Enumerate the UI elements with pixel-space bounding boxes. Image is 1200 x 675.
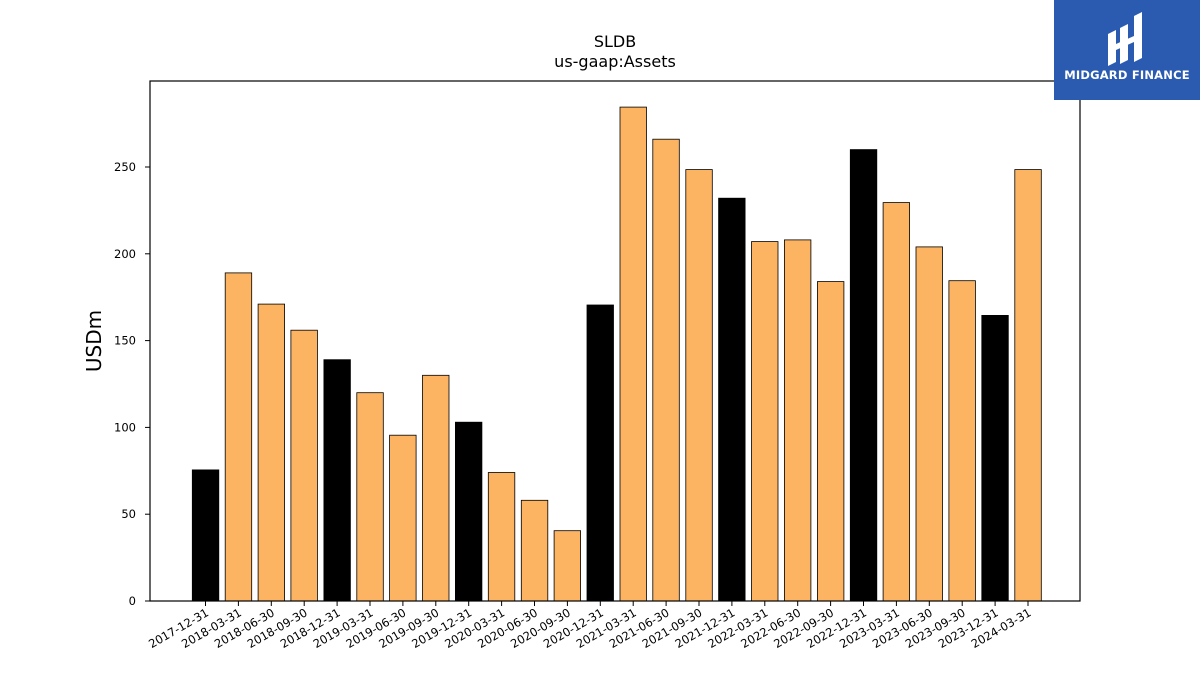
logo-mark-icon — [1054, 0, 1200, 100]
chart-title: SLDB — [593, 32, 637, 51]
y-tick-label: 50 — [121, 507, 136, 521]
bar-2020-06-30 — [520, 499, 549, 602]
y-axis-label: USDm — [82, 310, 106, 372]
bar-2022-03-31 — [751, 241, 779, 602]
bar-2017-12-31 — [191, 469, 220, 602]
y-axis: 0 50 100 150 200 250 — [114, 160, 150, 608]
bar-2023-03-31 — [882, 202, 910, 602]
bar-2018-12-31 — [323, 359, 351, 602]
bar-2019-03-31 — [356, 392, 384, 602]
bar-2018-09-30 — [290, 329, 318, 602]
bar-2020-12-31 — [586, 304, 614, 602]
x-axis: 2017-12-312018-03-312018-06-302018-09-30… — [146, 601, 1034, 651]
plot-frame — [149, 80, 1081, 602]
bar-2023-12-31 — [981, 314, 1009, 602]
y-tick-label: 0 — [129, 594, 136, 608]
bar-2023-06-30 — [915, 246, 943, 602]
bar-2021-06-30 — [652, 138, 680, 602]
y-tick-label: 250 — [114, 160, 136, 174]
bar-2020-09-30 — [553, 530, 581, 602]
bar-2022-06-30 — [784, 239, 812, 602]
bar-2019-12-31 — [454, 421, 483, 602]
bar-2021-03-31 — [619, 106, 647, 602]
bars-group — [191, 106, 1042, 602]
chart-subtitle: us-gaap:Assets — [554, 52, 676, 71]
bar-2019-06-30 — [389, 434, 417, 602]
y-tick-label: 150 — [114, 334, 136, 348]
y-tick-label: 200 — [114, 247, 136, 261]
logo-text: MIDGARD FINANCE — [1064, 68, 1190, 82]
bar-2024-03-31 — [1014, 169, 1042, 602]
bar-2018-06-30 — [257, 303, 286, 602]
y-tick-label: 100 — [114, 420, 136, 434]
bar-2021-09-30 — [685, 169, 713, 602]
bar-2021-12-31 — [718, 197, 746, 602]
bar-2022-12-31 — [849, 149, 878, 602]
bar-2019-09-30 — [422, 374, 450, 602]
midgard-finance-logo: MIDGARD FINANCE — [1054, 0, 1200, 100]
bar-2023-09-30 — [948, 280, 976, 602]
bar-2018-03-31 — [224, 272, 253, 602]
bar-2020-03-31 — [487, 472, 516, 602]
bar-2022-09-30 — [817, 281, 845, 602]
